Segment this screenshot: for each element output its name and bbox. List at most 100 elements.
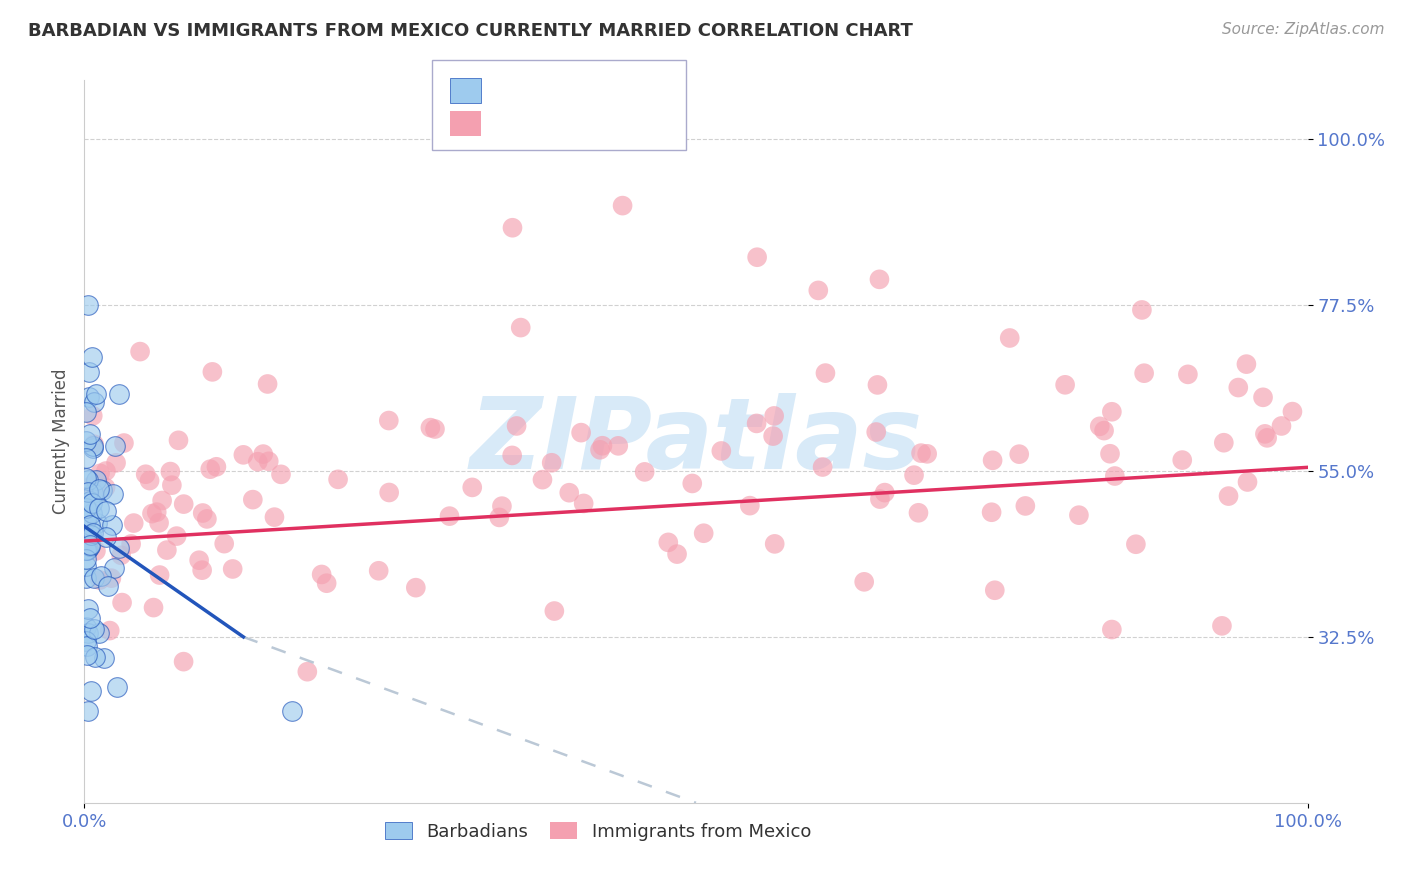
Point: [1177, 368, 1199, 382]
Text: BARBADIAN VS IMMIGRANTS FROM MEXICO CURRENTLY MARRIED CORRELATION CHART: BARBADIAN VS IMMIGRANTS FROM MEXICO CURR…: [28, 22, 912, 40]
Point: [191, 506, 214, 520]
Point: [1270, 419, 1292, 434]
Point: [1251, 390, 1274, 404]
Point: [509, 320, 531, 334]
Point: [1256, 431, 1278, 445]
Point: [86, 516, 108, 530]
Point: [82, 409, 104, 423]
Point: [173, 497, 195, 511]
Point: [82, 439, 104, 453]
Point: [1218, 489, 1240, 503]
Point: [984, 583, 1007, 598]
Point: [1212, 435, 1234, 450]
Point: [141, 507, 163, 521]
Point: [103, 560, 125, 574]
Point: [221, 562, 243, 576]
Point: [873, 485, 896, 500]
Point: [488, 510, 510, 524]
Point: [76, 542, 98, 557]
Point: [79, 494, 101, 508]
Point: [75, 501, 97, 516]
Point: [79, 518, 101, 533]
Point: [1125, 537, 1147, 551]
Point: [738, 499, 761, 513]
Point: [75, 531, 97, 545]
Text: R =: R =: [489, 82, 529, 100]
Point: [869, 272, 891, 286]
Point: [77, 364, 100, 378]
Point: [423, 422, 446, 436]
Point: [865, 425, 887, 439]
Point: [75, 551, 97, 566]
Point: [491, 499, 513, 513]
Point: [107, 541, 129, 555]
Point: [166, 529, 188, 543]
Point: [112, 436, 135, 450]
Point: [75, 405, 97, 419]
Point: [77, 390, 100, 404]
Point: [79, 427, 101, 442]
Point: [607, 439, 630, 453]
Point: [205, 459, 228, 474]
Point: [77, 704, 100, 718]
Point: [745, 417, 768, 431]
Point: [76, 542, 98, 557]
Point: [814, 366, 837, 380]
Point: [1101, 405, 1123, 419]
Point: [75, 558, 97, 573]
Point: [1171, 453, 1194, 467]
Point: [129, 344, 152, 359]
Point: [96, 504, 118, 518]
Point: [79, 539, 101, 553]
Point: [1014, 499, 1036, 513]
Point: [75, 634, 97, 648]
Point: [89, 626, 111, 640]
Point: [762, 429, 785, 443]
Point: [763, 409, 786, 423]
Point: [82, 442, 104, 456]
Point: [710, 444, 733, 458]
Point: [160, 478, 183, 492]
Point: [110, 549, 132, 563]
Point: [90, 568, 112, 582]
Point: [77, 485, 100, 500]
Point: [811, 460, 834, 475]
Point: [367, 564, 389, 578]
Text: R =: R =: [489, 114, 529, 132]
Point: [502, 220, 524, 235]
Point: [107, 387, 129, 401]
Point: [1130, 302, 1153, 317]
Point: [252, 447, 274, 461]
Point: [148, 516, 170, 530]
Point: [98, 624, 121, 638]
Point: [84, 544, 107, 558]
Point: [1133, 366, 1156, 380]
Point: [1236, 357, 1258, 371]
Point: [89, 467, 111, 481]
Point: [501, 449, 523, 463]
Point: [657, 535, 679, 549]
Point: [77, 473, 100, 487]
Point: [869, 492, 891, 507]
Point: [681, 476, 703, 491]
Point: [634, 465, 657, 479]
Point: [80, 540, 103, 554]
Point: [246, 455, 269, 469]
Point: [1236, 475, 1258, 489]
Point: [378, 413, 401, 427]
Point: [212, 536, 235, 550]
Point: [77, 298, 100, 312]
Point: [104, 439, 127, 453]
Point: [1098, 447, 1121, 461]
Text: 133: 133: [630, 114, 668, 132]
Point: [378, 485, 401, 500]
Point: [82, 496, 104, 510]
Point: [75, 513, 97, 527]
Point: [156, 543, 179, 558]
Point: [101, 517, 124, 532]
Point: [122, 516, 145, 530]
Point: [83, 623, 105, 637]
Point: [105, 680, 128, 694]
Point: [75, 513, 97, 527]
Point: [94, 481, 117, 495]
